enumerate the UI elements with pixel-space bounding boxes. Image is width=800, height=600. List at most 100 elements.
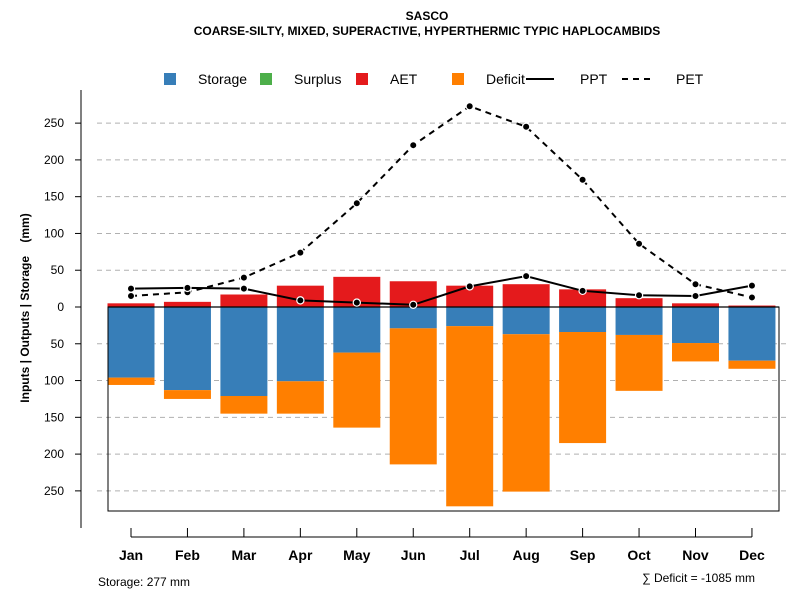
ppt-point (239, 284, 249, 293)
deficit-bar (728, 360, 776, 369)
pet-point (634, 239, 644, 248)
legend-label-deficit: Deficit (486, 71, 525, 87)
x-tick-label: Sep (570, 547, 596, 563)
ppt-point (126, 284, 136, 293)
deficit-bar (276, 381, 324, 414)
legend-label-storage: Storage (198, 71, 247, 87)
y-tick-label: 0 (57, 300, 64, 314)
y-tick-label: 250 (44, 116, 64, 130)
ppt-point (521, 271, 531, 281)
x-tick-label: Jul (460, 547, 480, 563)
deficit-bar (502, 334, 550, 492)
legend-swatch-storage (164, 73, 176, 85)
x-tick-label: Nov (682, 547, 709, 563)
x-axis: Jan Feb Mar Apr May Jun Jul Aug Sep Oct Nov Dec (119, 528, 765, 563)
pet-line (130, 105, 753, 299)
storage-bar (389, 307, 437, 329)
storage-bar (559, 307, 607, 333)
x-tick-label: Jan (119, 547, 143, 563)
deficit-bar (107, 377, 155, 385)
gridlines (97, 122, 790, 492)
storage-bar (728, 307, 776, 361)
x-tick-label: May (343, 547, 370, 563)
y-tick-label: 100 (44, 374, 64, 388)
pet-point (747, 293, 757, 302)
deficit-bar (389, 328, 437, 465)
deficit-bar (559, 332, 607, 444)
ppt-point (634, 291, 644, 300)
aet-bar (728, 305, 776, 307)
chart-title: SASCO (406, 9, 449, 23)
storage-bar (163, 307, 211, 391)
pet-point (126, 291, 136, 301)
aet-bar (672, 303, 719, 307)
ppt-point (578, 286, 587, 296)
legend-label-pet: PET (676, 71, 704, 87)
storage-bar (276, 307, 324, 382)
deficit-bar (163, 390, 211, 399)
pet-point (578, 175, 587, 184)
deficit-bar (333, 352, 381, 428)
aet-bar (615, 298, 663, 307)
storage-total: Storage: 277 mm (98, 575, 190, 589)
x-tick-label: Apr (288, 547, 313, 563)
pet-point (352, 199, 361, 208)
x-tick-label: Jun (401, 547, 426, 563)
deficit-bar (615, 334, 663, 391)
ppt-point (747, 281, 757, 290)
ppt-point (465, 282, 474, 291)
chart-subtitle: COARSE-SILTY, MIXED, SUPERACTIVE, HYPERT… (194, 24, 660, 38)
aet-bar (502, 284, 550, 307)
ppt-point (691, 291, 700, 301)
storage-bar (220, 307, 268, 396)
aet-bar (163, 301, 211, 307)
y-tick-label: 100 (44, 226, 64, 240)
deficit-bar (220, 395, 268, 414)
ppt-point (409, 300, 418, 309)
y-axis: 250 200 150 100 50 0 50 100 150 200 250 (44, 90, 82, 528)
legend-label-surplus: Surplus (294, 71, 341, 87)
aet-bar (107, 303, 155, 307)
y-axis-label: Inputs | Outputs | Storage (mm) (18, 213, 32, 402)
legend-swatch-deficit (452, 73, 464, 85)
x-tick-label: Dec (739, 547, 765, 563)
pet-point (409, 140, 418, 150)
pet-point (296, 248, 305, 257)
legend: Storage Surplus AET Deficit PPT PET (164, 71, 704, 87)
storage-bar (107, 307, 155, 378)
y-tick-label: 200 (44, 447, 64, 461)
ppt-line (130, 275, 753, 306)
storage-bar (446, 307, 494, 327)
legend-swatch-surplus (260, 73, 272, 85)
x-tick-label: Aug (513, 547, 540, 563)
lines (126, 102, 757, 309)
pet-point (521, 122, 531, 132)
storage-bar (333, 307, 381, 353)
deficit-bar (446, 326, 494, 507)
y-tick-label: 150 (44, 410, 64, 424)
deficit-total: ∑ Deficit = -1085 mm (642, 571, 755, 585)
ppt-point (352, 298, 361, 307)
y-tick-label: 150 (44, 190, 64, 204)
y-tick-label: 250 (44, 484, 64, 498)
y-tick-label: 50 (51, 337, 65, 351)
y-tick-label: 200 (44, 153, 64, 167)
pet-point (239, 273, 249, 282)
legend-label-aet: AET (390, 71, 418, 87)
aet-bar (559, 289, 607, 307)
storage-bar (615, 307, 663, 335)
x-tick-label: Mar (231, 547, 256, 563)
deficit-bar (672, 343, 719, 362)
aet-bar (220, 294, 268, 307)
bars (107, 276, 776, 507)
storage-bar (502, 307, 550, 335)
x-tick-label: Oct (627, 547, 651, 563)
legend-label-ppt: PPT (580, 71, 608, 87)
pet-point (465, 102, 474, 111)
ppt-point (183, 283, 192, 293)
legend-swatch-aet (356, 73, 368, 85)
ppt-point (296, 296, 305, 305)
y-tick-label: 50 (51, 263, 65, 277)
pet-point (691, 279, 700, 289)
